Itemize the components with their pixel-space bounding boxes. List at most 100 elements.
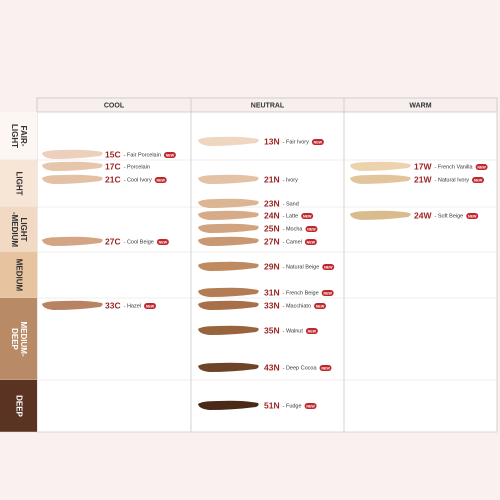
shade-code: 31N [264,287,280,297]
shade-swatch [42,236,103,246]
shade-swatch [198,400,259,410]
new-badge [154,177,167,183]
new-badge [304,239,317,245]
shade-code: 21W [414,174,432,184]
new-badge [321,290,334,296]
new-badge-text: NEW [157,178,166,182]
shade-swatch [350,161,411,171]
new-badge [472,177,485,183]
shade-name: - Cool Beige [124,239,154,245]
new-badge-text: NEW [477,165,486,169]
shade-swatch [198,223,259,233]
shade-name: - Macchiato [283,303,311,309]
shade-swatch [198,198,259,208]
row-label: DEEP [10,328,19,350]
shade-name: - Camel [283,239,302,245]
row-label: DEEP [14,395,23,417]
shade-code: 25N [264,223,280,233]
new-badge [163,152,176,158]
new-badge-text: NEW [308,329,317,333]
shade-name: - Latte [283,213,299,219]
new-badge-text: NEW [307,240,316,244]
row-label-cell [0,298,37,380]
shade-swatch [42,161,103,171]
shade-name: - Soft Beige [434,213,463,219]
shade-swatch [198,325,259,335]
shade-code: 24W [414,210,432,220]
shade-name: - Walnut [283,328,304,334]
row-label-cell [0,112,37,160]
shade-name: - French Vanilla [434,164,473,170]
new-badge [322,264,335,270]
new-badge [305,226,318,232]
shade-code: 35N [264,325,280,335]
new-badge-text: NEW [314,140,323,144]
shade-code: 15C [105,149,121,159]
row-label-cell [0,252,37,298]
shade-code: 27C [105,236,121,246]
new-badge-text: NEW [468,214,477,218]
new-badge-text: NEW [307,227,316,231]
new-badge-text: NEW [321,366,330,370]
row-label: FAIR- [19,126,28,147]
shade-code: 33N [264,300,280,310]
shade-code: 21C [105,174,121,184]
shade-swatch [350,210,411,220]
shade-swatch [198,174,259,184]
row-label-cell [0,207,37,252]
column-header: NEUTRAL [251,102,285,109]
shade-name: - Hazel [124,303,141,309]
new-badge [301,213,314,219]
row-label: LIGHT [10,124,19,148]
new-badge-text: NEW [316,304,325,308]
shade-code: 51N [264,400,280,410]
shade-swatch [198,236,259,246]
shade-code: 17C [105,161,121,171]
shade-code: 21N [264,174,280,184]
row-label-cell [0,160,37,207]
new-badge-text: NEW [306,404,315,408]
shade-swatch [198,136,259,146]
shade-name: - Ivory [283,177,299,183]
new-badge [144,303,157,309]
shade-code: 13N [264,136,280,146]
row-label-cell [0,380,37,432]
new-badge [475,164,488,170]
shade-swatch [42,300,103,310]
shade-swatch [198,287,259,297]
shade-swatch [350,174,411,184]
new-badge [156,239,169,245]
column-header: COOL [104,102,125,109]
header-row [36,97,498,113]
shade-name: - Fair Porcelain [124,152,161,158]
new-badge-text: NEW [146,304,155,308]
row-label: -MEDIUM [10,212,19,247]
shade-code: 17W [414,161,432,171]
shade-name: - Sand [283,201,299,207]
new-badge [319,365,332,371]
new-badge-text: NEW [323,291,332,295]
shade-swatch [42,149,103,159]
new-badge-text: NEW [474,178,483,182]
shade-code: 33C [105,300,121,310]
shade-swatch [198,261,259,271]
new-badge [304,403,317,409]
shade-name: - French Beige [283,290,319,296]
new-badge-text: NEW [324,265,333,269]
row-label: LIGHT [14,172,23,196]
row-label: LIGHT [19,218,28,242]
shade-name: - Porcelain [124,164,150,170]
shade-name: - Fair Ivory [283,139,310,145]
shade-code: 27N [264,236,280,246]
table [36,97,498,433]
shade-swatch [198,300,259,310]
shade-code: 43N [264,362,280,372]
column-header: WARM [409,102,431,109]
shade-swatch [198,210,259,220]
shade-swatch [198,362,259,372]
shade-code: 24N [264,210,280,220]
new-badge [466,213,479,219]
shade-name: - Mocha [283,226,304,232]
